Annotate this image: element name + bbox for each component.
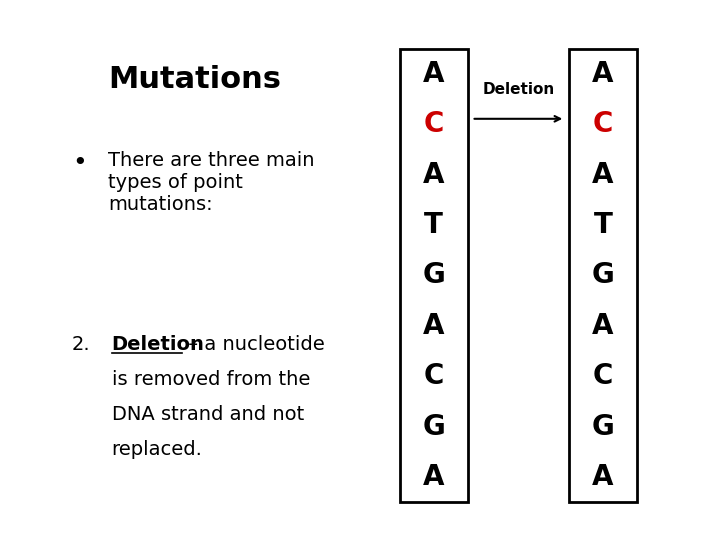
Text: G: G [592,413,614,441]
Text: G: G [423,261,445,289]
Text: 2.: 2. [72,335,91,354]
Text: Deletion: Deletion [112,335,204,354]
Text: T: T [424,211,444,239]
Text: – a nucleotide: – a nucleotide [182,335,325,354]
Text: A: A [593,312,613,340]
Text: C: C [593,110,613,138]
Text: G: G [592,261,614,289]
FancyBboxPatch shape [400,49,468,502]
Text: A: A [423,160,444,188]
Text: A: A [593,463,613,491]
Text: Mutations: Mutations [108,65,281,94]
FancyBboxPatch shape [569,49,637,502]
Text: •: • [72,151,86,175]
Text: A: A [593,160,613,188]
Text: C: C [593,362,613,390]
Text: A: A [423,312,444,340]
Text: T: T [593,211,613,239]
Text: replaced.: replaced. [112,440,202,459]
Text: A: A [423,463,444,491]
Text: C: C [423,110,444,138]
Text: is removed from the: is removed from the [112,370,310,389]
Text: A: A [423,60,444,88]
Text: C: C [423,362,444,390]
Text: Deletion: Deletion [482,82,554,97]
Text: G: G [423,413,445,441]
Text: There are three main
types of point
mutations:: There are three main types of point muta… [108,151,315,214]
Text: A: A [593,60,613,88]
Text: DNA strand and not: DNA strand and not [112,405,304,424]
